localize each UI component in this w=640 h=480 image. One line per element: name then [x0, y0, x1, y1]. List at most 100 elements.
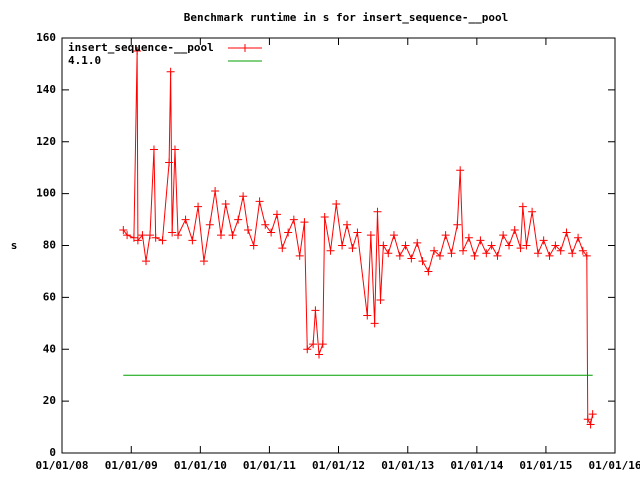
x-tick-label: 01/01/14 [450, 459, 503, 472]
point-marker [174, 231, 183, 240]
y-tick-label: 60 [43, 290, 56, 303]
point-marker [413, 238, 422, 247]
point-marker [447, 249, 456, 258]
point-marker [295, 251, 304, 260]
point-marker [379, 241, 388, 250]
point-marker [133, 46, 142, 55]
point-marker [348, 244, 357, 253]
point-marker [255, 197, 264, 206]
y-tick-label: 20 [43, 394, 56, 407]
point-marker [261, 220, 270, 229]
point-marker [395, 251, 404, 260]
point-marker [188, 236, 197, 245]
point-marker [199, 257, 208, 266]
y-tick-label: 100 [36, 187, 56, 200]
point-marker [211, 187, 220, 196]
legend-label: insert_sequence-__pool [68, 41, 214, 54]
point-marker [181, 215, 190, 224]
point-marker [353, 228, 362, 237]
point-marker [366, 231, 375, 240]
x-tick-label: 01/01/11 [243, 459, 296, 472]
legend-marker [241, 44, 249, 52]
point-marker [487, 241, 496, 250]
point-marker [470, 251, 479, 260]
point-marker [424, 267, 433, 276]
point-marker [464, 233, 473, 242]
point-marker [138, 231, 147, 240]
point-marker [194, 202, 203, 211]
point-marker [228, 231, 237, 240]
point-marker [370, 319, 379, 328]
point-marker [476, 236, 485, 245]
point-marker [568, 249, 577, 258]
point-marker [234, 215, 243, 224]
x-tick-label: 01/01/09 [105, 459, 158, 472]
legend-label: 4.1.0 [68, 54, 101, 67]
point-marker [170, 145, 179, 154]
point-marker [289, 215, 298, 224]
x-tick-label: 01/01/16 [589, 459, 640, 472]
point-marker [216, 231, 225, 240]
point-marker [309, 340, 318, 349]
point-marker [168, 228, 177, 237]
point-marker [518, 202, 527, 211]
point-marker [430, 246, 439, 255]
chart-title: Benchmark runtime in s for insert_sequen… [184, 11, 509, 24]
point-marker [244, 225, 253, 234]
point-marker [586, 420, 595, 429]
point-marker [318, 340, 327, 349]
point-marker [239, 192, 248, 201]
point-marker [338, 241, 347, 250]
point-marker [165, 158, 174, 167]
point-marker [311, 306, 320, 315]
series-line [122, 50, 594, 426]
point-marker [528, 207, 537, 216]
point-marker [284, 228, 293, 237]
point-marker [151, 233, 160, 242]
point-marker [278, 244, 287, 253]
point-marker [583, 415, 592, 424]
point-marker [459, 246, 468, 255]
point-marker [441, 231, 450, 240]
y-tick-label: 0 [49, 446, 56, 459]
y-tick-label: 120 [36, 135, 56, 148]
point-marker [326, 246, 335, 255]
point-marker [453, 220, 462, 229]
point-marker [205, 220, 214, 229]
y-axis-label: s [11, 239, 18, 252]
point-marker [133, 236, 142, 245]
point-marker [389, 231, 398, 240]
point-marker [300, 218, 309, 227]
point-marker [320, 212, 329, 221]
point-marker [249, 241, 258, 250]
point-marker [407, 254, 416, 263]
point-marker [303, 345, 312, 354]
point-marker [315, 350, 324, 359]
point-marker [556, 246, 565, 255]
point-marker [578, 246, 587, 255]
point-marker [401, 241, 410, 250]
y-tick-label: 160 [36, 31, 56, 44]
point-marker [505, 241, 514, 250]
point-marker [158, 236, 167, 245]
x-tick-label: 01/01/13 [381, 459, 434, 472]
point-marker [551, 241, 560, 250]
point-marker [435, 251, 444, 260]
point-marker [516, 244, 525, 253]
point-marker [142, 257, 151, 266]
point-marker [493, 251, 502, 260]
point-marker [272, 210, 281, 219]
point-marker [384, 249, 393, 258]
point-marker [418, 257, 427, 266]
point-marker [456, 166, 465, 175]
point-marker [119, 225, 128, 234]
point-marker [123, 231, 132, 240]
point-marker [376, 295, 385, 304]
point-marker [582, 251, 591, 260]
y-tick-label: 40 [43, 342, 56, 355]
x-tick-label: 01/01/12 [312, 459, 365, 472]
point-marker [539, 236, 548, 245]
point-marker [343, 220, 352, 229]
point-marker [373, 207, 382, 216]
